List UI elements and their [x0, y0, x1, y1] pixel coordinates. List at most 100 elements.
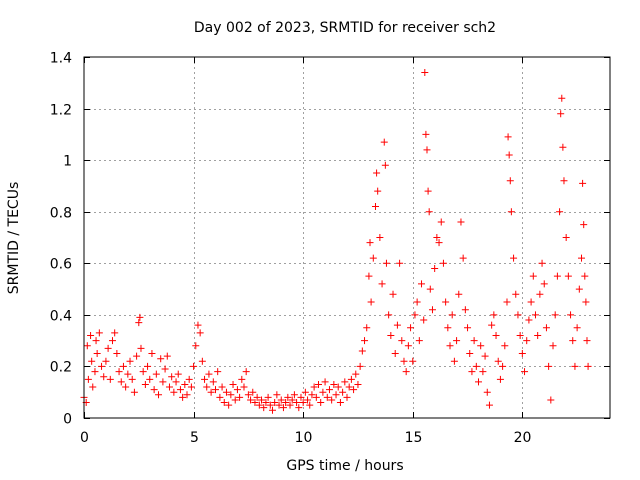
data-point	[225, 401, 233, 409]
data-point	[409, 357, 417, 365]
data-point	[321, 378, 329, 386]
data-point	[521, 368, 529, 376]
data-point	[183, 391, 191, 399]
data-point	[514, 311, 522, 319]
data-point	[282, 399, 290, 407]
data-point	[354, 380, 362, 388]
data-point	[207, 388, 215, 396]
data-point	[501, 342, 509, 350]
data-point	[421, 68, 429, 76]
data-point	[299, 399, 307, 407]
data-point	[122, 383, 130, 391]
data-point	[569, 337, 577, 345]
data-point	[312, 393, 320, 401]
data-point	[212, 386, 219, 394]
data-point	[203, 383, 211, 391]
data-point	[89, 383, 97, 391]
data-point	[507, 208, 515, 216]
data-point	[373, 169, 381, 177]
data-point	[578, 254, 586, 262]
data-point	[425, 208, 433, 216]
data-point	[196, 329, 204, 337]
data-point	[220, 399, 228, 407]
data-point	[297, 393, 305, 401]
data-point	[240, 383, 248, 391]
data-point	[455, 290, 463, 298]
data-point	[84, 375, 92, 383]
data-point	[161, 365, 169, 373]
data-point	[464, 324, 472, 332]
data-point	[431, 264, 439, 272]
data-point	[453, 337, 461, 345]
data-point	[442, 298, 450, 306]
data-point	[505, 151, 513, 159]
data-point	[258, 396, 266, 404]
data-point	[317, 399, 325, 407]
data-point	[518, 350, 526, 358]
data-point	[336, 399, 344, 407]
data-point	[273, 391, 281, 399]
data-point	[95, 329, 103, 337]
data-point	[366, 239, 374, 247]
data-point	[580, 221, 588, 229]
plot-frame	[83, 56, 611, 419]
data-point	[558, 94, 566, 102]
data-point	[433, 234, 441, 241]
data-point	[238, 375, 246, 383]
data-point	[231, 396, 239, 404]
data-point	[575, 285, 583, 293]
data-point	[376, 234, 384, 241]
axis-ticks	[84, 57, 610, 419]
data-point	[365, 272, 373, 280]
data-point	[470, 337, 478, 345]
data-point	[393, 321, 401, 329]
data-point	[356, 362, 364, 370]
data-point	[352, 370, 360, 378]
data-point	[557, 110, 565, 118]
data-point	[527, 298, 535, 306]
data-point	[547, 396, 555, 404]
data-point	[553, 272, 561, 280]
data-point	[579, 179, 587, 187]
data-point	[510, 254, 518, 262]
data-point	[150, 386, 158, 394]
data-point	[435, 239, 443, 247]
data-point	[325, 386, 333, 394]
data-point	[503, 298, 511, 306]
data-point	[459, 254, 467, 262]
data-point	[361, 337, 369, 345]
data-point	[422, 130, 430, 138]
data-point	[466, 350, 474, 358]
data-point	[135, 319, 143, 327]
data-point	[174, 370, 182, 378]
data-point	[437, 218, 445, 226]
data-point	[168, 373, 176, 381]
data-point	[512, 290, 520, 298]
data-point	[137, 344, 145, 352]
data-point	[205, 370, 213, 378]
y-tick-label: 0.8	[50, 206, 72, 222]
data-point	[222, 388, 230, 396]
data-point	[545, 362, 553, 370]
chart-title: Day 002 of 2023, SRMTID for receiver sch…	[194, 20, 496, 36]
data-point	[534, 331, 542, 339]
data-point	[148, 350, 156, 358]
data-point	[446, 342, 454, 350]
y-tick-label: 0	[63, 412, 72, 428]
data-point	[380, 138, 388, 146]
data-point	[214, 368, 222, 376]
data-points	[80, 68, 592, 414]
data-point	[531, 311, 539, 319]
y-axis-label: SRMTID / TECUs	[6, 182, 22, 295]
data-point	[124, 370, 132, 378]
data-point	[260, 404, 268, 412]
data-point	[271, 399, 279, 407]
data-point	[428, 306, 436, 314]
data-point	[479, 368, 487, 376]
data-point	[152, 370, 160, 378]
data-point	[540, 280, 548, 288]
x-tick-label: 0	[80, 430, 89, 446]
data-point	[468, 368, 476, 376]
data-point	[163, 352, 171, 360]
